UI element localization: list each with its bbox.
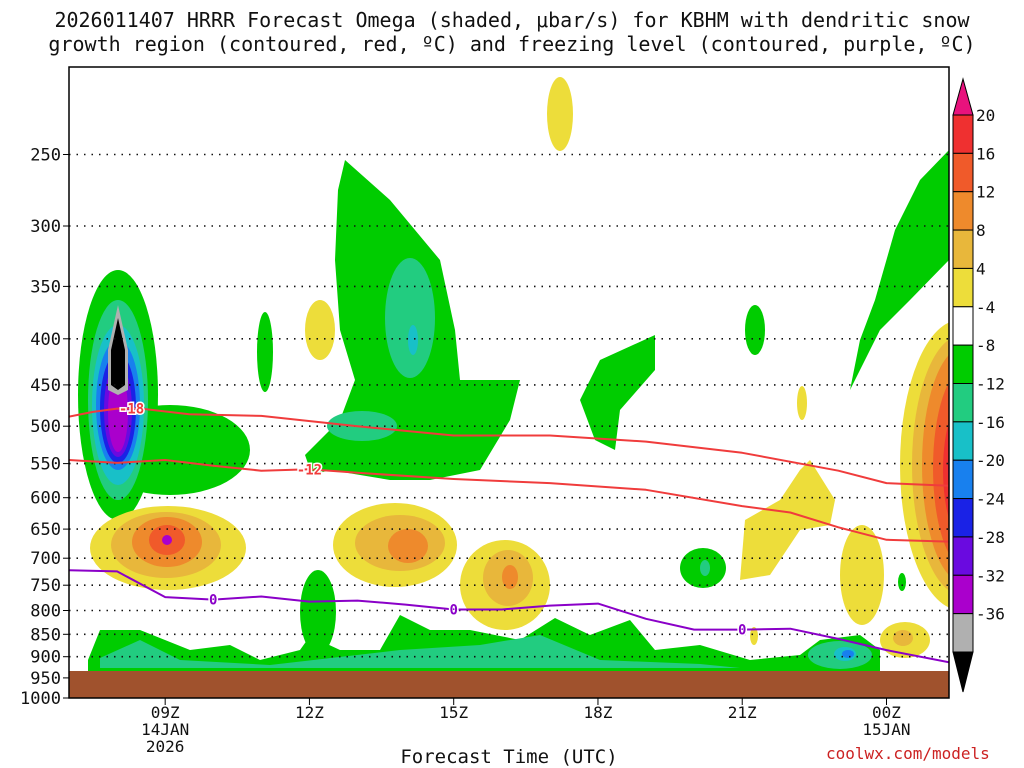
omega-descent-patch-12z-upper <box>305 300 335 360</box>
colorbar-swatch-11 <box>952 498 974 538</box>
y-tick-label-850: 850 <box>30 625 61 645</box>
colorbar-swatch-3 <box>952 191 974 231</box>
x-tick-label-9-0: 09Z <box>151 703 180 722</box>
colorbar-label-12: -32 <box>976 566 1005 585</box>
omega-ascent-patch-20z-core <box>700 560 710 576</box>
omega-descent-00z-level-4 <box>933 382 949 554</box>
colorbar-swatch-10 <box>952 459 974 500</box>
omega-descent-16z-level-3 <box>502 565 518 589</box>
colorbar-swatch-4 <box>952 229 974 269</box>
plot-frame <box>68 66 950 699</box>
contour-line-2 <box>69 569 949 664</box>
colorbar-swatch-8 <box>952 383 974 423</box>
omega-ascent-08z-core <box>111 318 125 390</box>
omega-descent-00z-low-level-2 <box>893 630 913 646</box>
y-tick-label-900: 900 <box>30 648 61 668</box>
omega-descent-00z-level-5 <box>943 421 949 519</box>
omega-ascent-patch-18z <box>580 335 655 450</box>
x-axis-label: Forecast Time (UTC) <box>400 746 618 768</box>
source-credit: coolwx.com/models <box>826 744 990 763</box>
x-tick-label-12-0: 12Z <box>295 703 324 722</box>
colorbar-swatch-9 <box>952 421 974 461</box>
omega-descent-patch-22z <box>797 386 807 420</box>
y-tick-label-1000: 1000 <box>20 689 61 709</box>
chart-title-line-1: 2026011407 HRRR Forecast Omega (shaded, … <box>54 8 970 32</box>
omega-colorbar: 20 16 12 8 4 -4 -8 -12 -16 -20 -24 -28 -32 -36 <box>952 77 1005 693</box>
colorbar-label-13: -36 <box>976 605 1005 624</box>
colorbar-label-2: 12 <box>976 183 995 202</box>
y-tick-label-600: 600 <box>30 489 61 509</box>
x-tick-label-21-0: 21Z <box>728 703 757 722</box>
y-tick-label-550: 550 <box>30 455 61 475</box>
omega-descent-patch-22z-mid <box>740 460 835 580</box>
contour-line-0 <box>69 407 949 487</box>
y-tick-label-650: 650 <box>30 520 61 540</box>
omega-ascent-patch-12z-low <box>300 570 336 654</box>
colorbar-label-0: 20 <box>976 106 995 125</box>
colorbar-swatch-15 <box>952 651 974 693</box>
y-tick-label-250: 250 <box>30 145 61 165</box>
y-tick-label-800: 800 <box>30 602 61 622</box>
colorbar-swatch-1 <box>952 114 974 154</box>
omega-ascent-patch-00z-upper <box>850 150 949 390</box>
colorbar-swatch-7 <box>952 344 974 384</box>
temperature-contours: -18 -12 0 0 0 <box>69 400 949 664</box>
contour-label-0: -18 <box>119 402 144 418</box>
y-tick-label-950: 950 <box>30 669 61 689</box>
omega-ascent-23z-core <box>842 650 854 658</box>
x-tick-label-24-1: 15JAN <box>862 720 910 739</box>
y-tick-label-500: 500 <box>30 417 61 437</box>
colorbar-swatch-13 <box>952 574 974 615</box>
y-tick-label-750: 750 <box>30 576 61 596</box>
omega-ascent-patch-11z <box>257 312 273 392</box>
colorbar-label-5: -4 <box>976 298 995 317</box>
colorbar-swatch-2 <box>952 152 974 193</box>
y-tick-label-700: 700 <box>30 549 61 569</box>
contour-label-1: -12 <box>297 462 322 478</box>
contour-label-3: 0 <box>449 603 457 619</box>
y-tick-label-400: 400 <box>30 330 61 350</box>
colorbar-label-11: -28 <box>976 528 1005 547</box>
contour-label-4: 0 <box>738 623 746 639</box>
y-tick-label-350: 350 <box>30 277 61 297</box>
omega-descent-14z-level-3 <box>388 529 428 563</box>
contour-label-2: 0 <box>209 593 217 609</box>
pressure-axis: 250 300 350 400 450 500 550 600 650 700 750 800 850 9… <box>20 145 69 709</box>
colorbar-swatch-12 <box>952 536 974 576</box>
omega-descent-patch-21z-low <box>750 627 758 645</box>
colorbar-label-6: -8 <box>976 336 995 355</box>
omega-ascent-13z-level-2 <box>385 258 435 378</box>
chart-title-line-2: growth region (contoured, red, ºC) and f… <box>48 32 976 56</box>
y-tick-label-300: 300 <box>30 217 61 237</box>
colorbar-swatch-0 <box>952 77 974 116</box>
omega-shading <box>78 77 949 680</box>
x-tick-label-9-1: 14JAN <box>141 720 189 739</box>
x-tick-label-24-0: 00Z <box>872 703 901 722</box>
colorbar-label-7: -12 <box>976 375 1005 394</box>
colorbar-label-3: 8 <box>976 221 986 240</box>
omega-ascent-patch-21z <box>745 305 765 355</box>
omega-ascent-13z-level-3 <box>408 325 418 355</box>
x-tick-label-9-2: 2026 <box>146 737 185 756</box>
omega-ascent-patch-00z-small <box>898 573 906 591</box>
colorbar-label-8: -16 <box>976 413 1005 432</box>
colorbar-label-10: -24 <box>976 490 1005 509</box>
omega-descent-09z-core <box>162 535 172 545</box>
x-tick-label-15-0: 15Z <box>439 703 468 722</box>
omega-descent-patch-17z-upper <box>547 77 573 151</box>
colorbar-label-1: 16 <box>976 144 995 163</box>
omega-descent-patch-23z <box>840 525 884 625</box>
colorbar-swatch-5 <box>952 267 974 308</box>
contour-line-1 <box>69 459 949 543</box>
colorbar-label-9: -20 <box>976 451 1005 470</box>
colorbar-swatch-6 <box>952 306 974 346</box>
y-tick-label-450: 450 <box>30 376 61 396</box>
omega-ascent-band-low-level-2 <box>100 635 740 668</box>
ground-layer <box>69 671 949 698</box>
colorbar-label-4: 4 <box>976 259 986 278</box>
x-tick-label-18-0: 18Z <box>584 703 613 722</box>
colorbar-swatch-14 <box>952 613 974 653</box>
